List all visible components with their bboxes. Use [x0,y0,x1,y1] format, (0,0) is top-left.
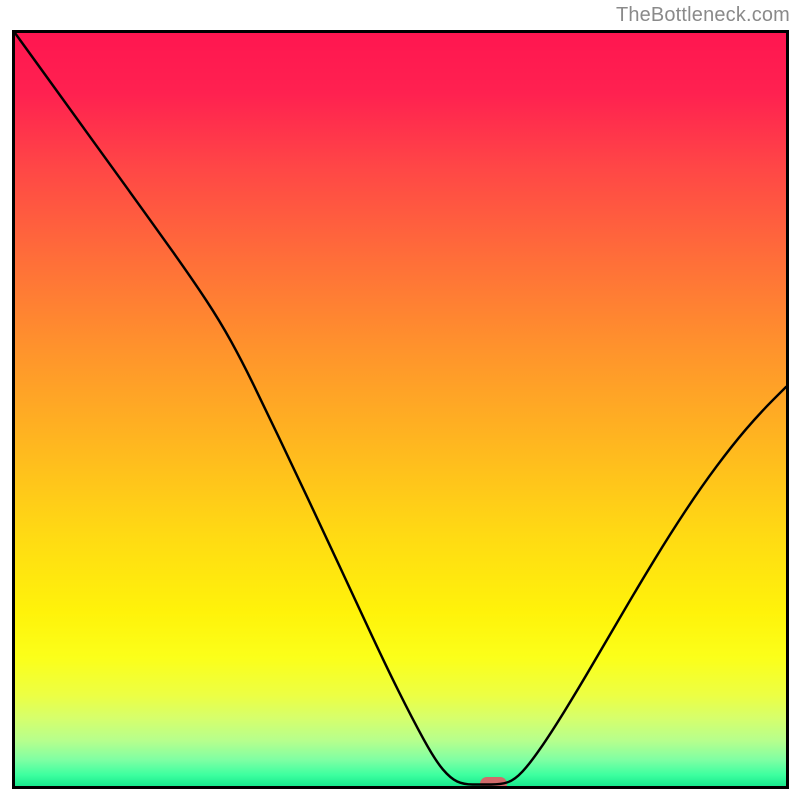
chart-container: TheBottleneck.com [0,0,800,800]
bottleneck-curve [15,33,786,786]
watermark-text: TheBottleneck.com [616,4,790,27]
plot-area [12,30,789,789]
